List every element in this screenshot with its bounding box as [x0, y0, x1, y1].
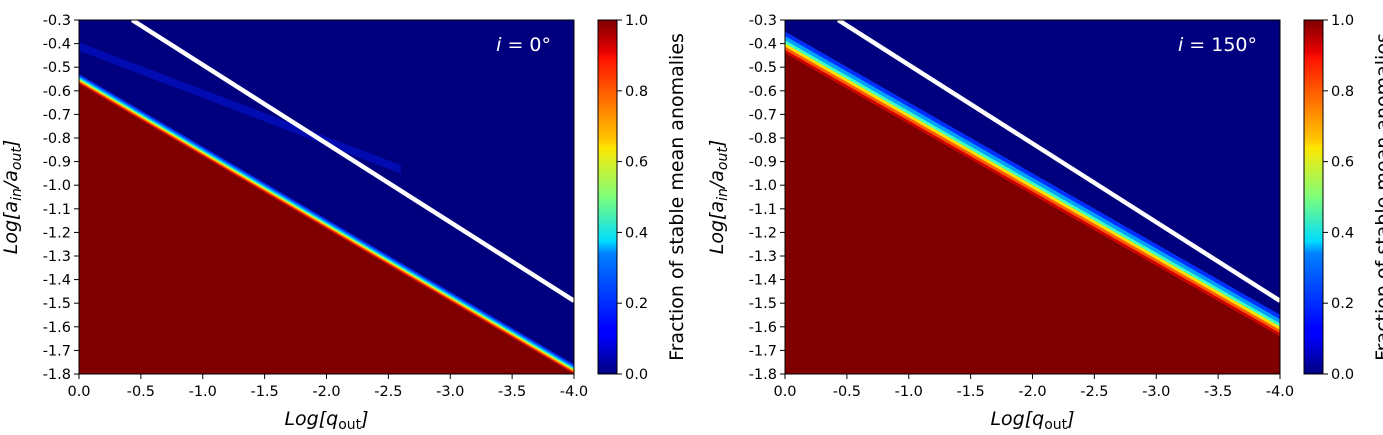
y-tick-label: -1.3	[749, 249, 777, 265]
colorbar-tick-label: 0.2	[1331, 296, 1354, 312]
y-tick-label: -1.0	[749, 178, 777, 194]
colorbar-2: 0.0 0.2 0.4 0.6 0.8 1.0 Fraction of stable me…	[1303, 13, 1383, 383]
x-tick-label: -4.0	[1266, 384, 1294, 400]
white-boundary-line	[131, 20, 574, 303]
y-tick-label: -1.3	[43, 249, 71, 265]
y-tick-label: -1.2	[749, 225, 777, 241]
y-tick-label: -1.1	[43, 202, 71, 218]
x-tick-label: -3.5	[1204, 384, 1232, 400]
panel-label: i = 150°	[1178, 34, 1257, 56]
y-tick-label: -1.4	[43, 273, 71, 289]
colorbar-label: Fraction of stable mean anomalies	[1372, 33, 1383, 361]
y-tick-label: -0.8	[43, 131, 71, 147]
colorbar-ticks: 0.0 0.2 0.4 0.6 0.8 1.0	[617, 13, 648, 383]
y-tick-label: -1.8	[749, 367, 777, 383]
y-tick-label: -1.0	[43, 178, 71, 194]
colorbar-tick-label: 0.8	[625, 84, 648, 100]
x-axis: 0.0 -0.5 -1.0 -1.5 -2.0 -2.5 -3.0 -3.5 -4.0	[67, 374, 588, 400]
y-tick-label: -0.6	[43, 84, 71, 100]
colorbar-gradient	[598, 20, 617, 374]
y-tick-label: -0.6	[749, 84, 777, 100]
y-tick-label: -1.6	[749, 320, 777, 336]
x-tick-label: 0.0	[67, 384, 90, 400]
white-boundary-line	[837, 20, 1280, 303]
x-tick-label: -1.5	[250, 384, 278, 400]
colorbar-tick-label: 1.0	[1331, 13, 1354, 29]
x-tick-label: -0.5	[127, 384, 155, 400]
stable-region	[785, 53, 1280, 374]
y-tick-label: -1.2	[43, 225, 71, 241]
y-tick-label: -0.4	[749, 37, 777, 53]
y-axis-label: Log[ain/aout]	[0, 140, 25, 255]
x-axis-label: Log[qout]	[990, 408, 1074, 433]
y-tick-label: -1.8	[43, 367, 71, 383]
y-tick-label: -0.4	[43, 37, 71, 53]
y-tick-label: -1.5	[43, 296, 71, 312]
colorbar-1: 0.0 0.2 0.4 0.6 0.8 1.0 Fraction of stable me…	[597, 13, 688, 383]
y-tick-label: -1.4	[749, 273, 777, 289]
y-tick-label: -0.7	[43, 107, 71, 123]
colorbar-tick-label: 0.4	[625, 225, 648, 241]
transition-stripe	[79, 82, 574, 374]
y-axis: -0.3 -0.4 -0.5 -0.6 -0.7 -0.8 -0.9 -1.0 -1.1 -1.2…	[749, 13, 785, 383]
colorbar-frame	[597, 19, 618, 375]
x-tick-label: 0.0	[773, 384, 796, 400]
y-tick-label: -1.6	[43, 320, 71, 336]
colorbar-ticks: 0.0 0.2 0.4 0.6 0.8 1.0	[1323, 13, 1354, 383]
x-tick-label: -3.0	[436, 384, 464, 400]
colorbar-frame	[1303, 19, 1324, 375]
y-tick-label: -0.5	[43, 60, 71, 76]
stable-region	[79, 83, 574, 374]
y-tick-label: -1.1	[749, 202, 777, 218]
colorbar-label: Fraction of stable mean anomalies	[666, 33, 688, 361]
x-axis-label: Log[qout]	[284, 408, 368, 433]
y-tick-label: -0.9	[749, 155, 777, 171]
x-axis: 0.0 -0.5 -1.0 -1.5 -2.0 -2.5 -3.0 -3.5 -4.0	[773, 374, 1294, 400]
colorbar-tick-label: 0.2	[625, 296, 648, 312]
y-axis: -0.3 -0.4 -0.5 -0.6 -0.7 -0.8 -0.9 -1.0 -1.1 -1.2…	[43, 13, 79, 383]
y-tick-label: -1.7	[749, 343, 777, 359]
x-tick-label: -0.5	[833, 384, 861, 400]
transition-stripe	[785, 49, 1280, 337]
y-tick-label: -0.9	[43, 155, 71, 171]
x-tick-label: -1.5	[956, 384, 984, 400]
x-tick-label: -2.5	[374, 384, 402, 400]
colorbar-tick-label: 0.0	[1331, 367, 1354, 383]
colorbar-tick-label: 1.0	[625, 13, 648, 29]
x-tick-label: -2.5	[1080, 384, 1108, 400]
colorbar-tick-label: 0.4	[1331, 225, 1354, 241]
y-axis-label: Log[ain/aout]	[706, 140, 731, 255]
colorbar-tick-label: 0.0	[625, 367, 648, 383]
colorbar-gradient	[1304, 20, 1323, 374]
colorbar-tick-label: 0.8	[1331, 84, 1354, 100]
y-tick-label: -0.5	[749, 60, 777, 76]
y-tick-label: -0.7	[749, 107, 777, 123]
x-tick-label: -3.5	[498, 384, 526, 400]
panel-label: i = 0°	[496, 34, 551, 56]
y-tick-label: -1.5	[749, 296, 777, 312]
colorbar-tick-label: 0.6	[1331, 155, 1354, 171]
y-tick-label: -1.7	[43, 343, 71, 359]
x-tick-label: -1.0	[189, 384, 217, 400]
x-tick-label: -3.0	[1142, 384, 1170, 400]
y-tick-label: -0.3	[749, 13, 777, 29]
x-tick-label: -4.0	[560, 384, 588, 400]
y-tick-label: -0.8	[749, 131, 777, 147]
x-tick-label: -2.0	[1018, 384, 1046, 400]
y-tick-label: -0.3	[43, 13, 71, 29]
heatmap-panel-2: 0.0 -0.5 -1.0 -1.5 -2.0 -2.5 -3.0 -3.5 -4.0 -0.3…	[706, 13, 1294, 433]
x-tick-label: -2.0	[312, 384, 340, 400]
heatmap-panel-1: 0.0 -0.5 -1.0 -1.5 -2.0 -2.5 -3.0 -3.5 -4.0 -0.3…	[0, 13, 588, 433]
x-tick-label: -1.0	[895, 384, 923, 400]
colorbar-tick-label: 0.6	[625, 155, 648, 171]
